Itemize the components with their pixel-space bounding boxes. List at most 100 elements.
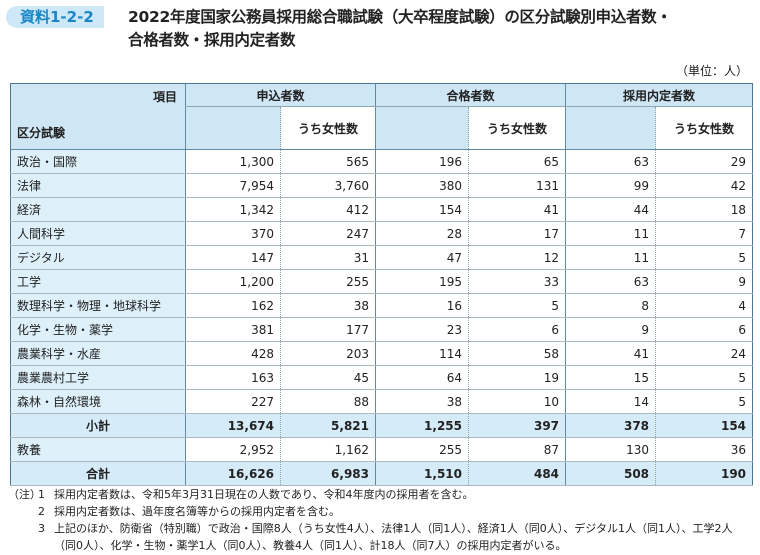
- cell: 397: [468, 413, 566, 438]
- header-row: うち女性数 うち女性数 うち女性数: [11, 106, 753, 150]
- note-number: 2: [38, 505, 45, 518]
- row: 数理科学・物理・地球科学 162 38 16 5 8 4: [10, 293, 753, 318]
- cell: 7: [655, 221, 753, 246]
- cell: 18: [655, 197, 753, 222]
- row: 小計 13,674 5,821 1,255 397 378 154: [10, 413, 753, 438]
- cell: 19: [468, 365, 566, 390]
- cell: 227: [185, 389, 281, 414]
- row-label: 人間科学: [10, 221, 186, 246]
- row-label: 数理科学・物理・地球科学: [10, 293, 186, 318]
- cell: 38: [279, 293, 376, 318]
- cell: 5: [655, 365, 753, 390]
- cell: 45: [279, 365, 376, 390]
- cell: 1,342: [185, 197, 281, 222]
- note-text: 採用内定者数は、令和5年3月31日現在の人数であり、令和4年度内の採用者を含む。: [54, 488, 474, 501]
- cell: 24: [655, 341, 753, 366]
- row-label: 経済: [10, 197, 186, 222]
- title-line: 合格者数・採用内定者数: [128, 31, 296, 49]
- header-row: 項目 区分試験 申込者数 合格者数 採用内定者数: [10, 83, 753, 150]
- cell: 41: [468, 197, 566, 222]
- row-label: 森林・自然環境: [10, 389, 186, 414]
- row: 政治・国際 1,300 565 196 65 63 29: [10, 149, 753, 174]
- row: 教養 2,952 1,162 255 87 130 36: [10, 437, 753, 462]
- cell: 114: [375, 341, 469, 366]
- cell: 162: [185, 293, 281, 318]
- cell: 16,626: [185, 461, 281, 486]
- cell: 8: [565, 293, 656, 318]
- note-number: 1: [38, 488, 45, 501]
- row: 経済 1,342 412 154 41 44 18: [10, 197, 753, 222]
- cell: 29: [655, 149, 753, 174]
- cell: 17: [468, 221, 566, 246]
- row: デジタル 147 31 47 12 11 5: [10, 245, 753, 270]
- empty-header: [565, 106, 656, 150]
- group-header: 申込者数: [184, 83, 376, 107]
- row-label: 政治・国際: [10, 149, 186, 174]
- cell: 44: [565, 197, 656, 222]
- row-label: 合計: [10, 461, 186, 486]
- cell: 64: [375, 365, 469, 390]
- cell: 190: [655, 461, 753, 486]
- cell: 131: [468, 173, 566, 198]
- cell: 5: [655, 389, 753, 414]
- empty-header: [185, 106, 281, 150]
- cell: 255: [375, 437, 469, 462]
- cell: 428: [185, 341, 281, 366]
- unit: （単位：人）: [675, 64, 748, 78]
- cell: 63: [565, 149, 656, 174]
- row-label: 農業農村工学: [10, 365, 186, 390]
- cell: 195: [375, 269, 469, 294]
- cell: 16: [375, 293, 469, 318]
- cell: 380: [375, 173, 469, 198]
- cell: 565: [279, 149, 376, 174]
- row-label: 化学・生物・薬学: [10, 317, 186, 342]
- note: （注） 1 採用内定者数は、令和5年3月31日現在の人数であり、令和4年度内の採用者…: [8, 486, 753, 503]
- cell: 36: [655, 437, 753, 462]
- row: 合計 16,626 6,983 1,510 484 508 190: [10, 461, 753, 486]
- cell: 130: [565, 437, 656, 462]
- cell: 13,674: [185, 413, 281, 438]
- cell: 11: [565, 221, 656, 246]
- note-text: 上記のほか、防衛省（特別職）で政治・国際8人（うち女性4人）、法律1人（同1人）…: [54, 522, 733, 552]
- note-label: （注）: [8, 488, 41, 501]
- cell: 1,200: [185, 269, 281, 294]
- cell: 47: [375, 245, 469, 270]
- cell: 147: [185, 245, 281, 270]
- cell: 378: [565, 413, 656, 438]
- subheader: うち女性数: [468, 106, 566, 150]
- empty-header: [375, 106, 469, 150]
- cell: 412: [279, 197, 376, 222]
- row: 法律 7,954 3,760 380 131 99 42: [10, 173, 753, 198]
- corner-bottom: 区分試験: [17, 126, 66, 140]
- cell: 5: [468, 293, 566, 318]
- note-text: 採用内定者数は、過年度名簿等からの採用内定者を含む。: [54, 505, 340, 518]
- row-label: 法律: [10, 173, 186, 198]
- cell: 9: [655, 269, 753, 294]
- row: 農業農村工学 163 45 64 19 15 5: [10, 365, 753, 390]
- cell: 154: [375, 197, 469, 222]
- row-label: 小計: [10, 413, 186, 438]
- subheader: うち女性数: [279, 106, 376, 150]
- cell: 370: [185, 221, 281, 246]
- corner-cell: 項目 区分試験: [10, 83, 186, 150]
- cell: 14: [565, 389, 656, 414]
- group-header: 合格者数: [375, 83, 566, 107]
- subheader: うち女性数: [655, 106, 753, 150]
- note: 3 上記のほか、防衛省（特別職）で政治・国際8人（うち女性4人）、法律1人（同1人…: [8, 520, 753, 554]
- cell: 65: [468, 149, 566, 174]
- row: 工学 1,200 255 195 33 63 9: [10, 269, 753, 294]
- note-label: [8, 520, 38, 554]
- cell: 63: [565, 269, 656, 294]
- cell: 3,760: [279, 173, 376, 198]
- row: 人間科学 370 247 28 17 11 7: [10, 221, 753, 246]
- note-number: 3: [38, 522, 45, 535]
- cell: 1,510: [375, 461, 469, 486]
- cell: 4: [655, 293, 753, 318]
- group-header: 採用内定者数: [565, 83, 753, 107]
- cell: 6: [468, 317, 566, 342]
- note: 2 採用内定者数は、過年度名簿等からの採用内定者を含む。: [8, 503, 753, 520]
- cell: 38: [375, 389, 469, 414]
- cell: 87: [468, 437, 566, 462]
- cell: 154: [655, 413, 753, 438]
- cell: 247: [279, 221, 376, 246]
